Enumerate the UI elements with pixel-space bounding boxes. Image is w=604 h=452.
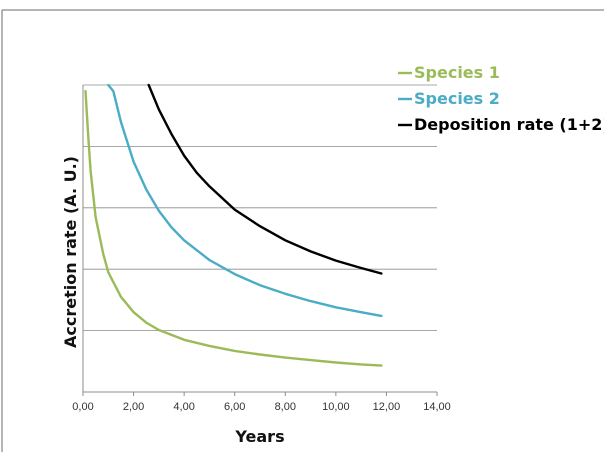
x-tick-label: 0,00 bbox=[72, 401, 93, 413]
y-gridlines bbox=[83, 84, 437, 332]
plot-area: 0,00 2,00 4,00 6,00 8,00 10,00 12,00 14,00 bbox=[72, 83, 451, 413]
x-tick-labels: 0,00 2,00 4,00 6,00 8,00 10,00 12,00 14,00 bbox=[72, 392, 451, 413]
legend-label-3: Deposition rate (1+2) bbox=[414, 115, 604, 134]
x-tick-label: 12,00 bbox=[373, 401, 401, 413]
x-tick-label: 14,00 bbox=[423, 401, 451, 413]
x-tick-label: 6,00 bbox=[224, 401, 245, 413]
x-axis-title: Years bbox=[234, 427, 284, 446]
legend-label-2: Species 2 bbox=[414, 89, 500, 108]
axes bbox=[82, 85, 437, 393]
y-axis-title: Accretion rate (A. U.) bbox=[61, 156, 80, 348]
series-line-2 bbox=[107, 83, 383, 318]
series-line-3 bbox=[147, 83, 383, 275]
legend-label-1: Species 1 bbox=[414, 63, 500, 82]
legend: Species 1 Species 2 Deposition rate (1+2) bbox=[398, 63, 604, 134]
x-tick-label: 2,00 bbox=[123, 401, 144, 413]
x-tick-label: 4,00 bbox=[173, 401, 194, 413]
x-tick-label: 10,00 bbox=[322, 401, 350, 413]
series-line-1 bbox=[84, 89, 383, 367]
series-lines bbox=[84, 83, 383, 367]
x-tick-label: 8,00 bbox=[275, 401, 296, 413]
